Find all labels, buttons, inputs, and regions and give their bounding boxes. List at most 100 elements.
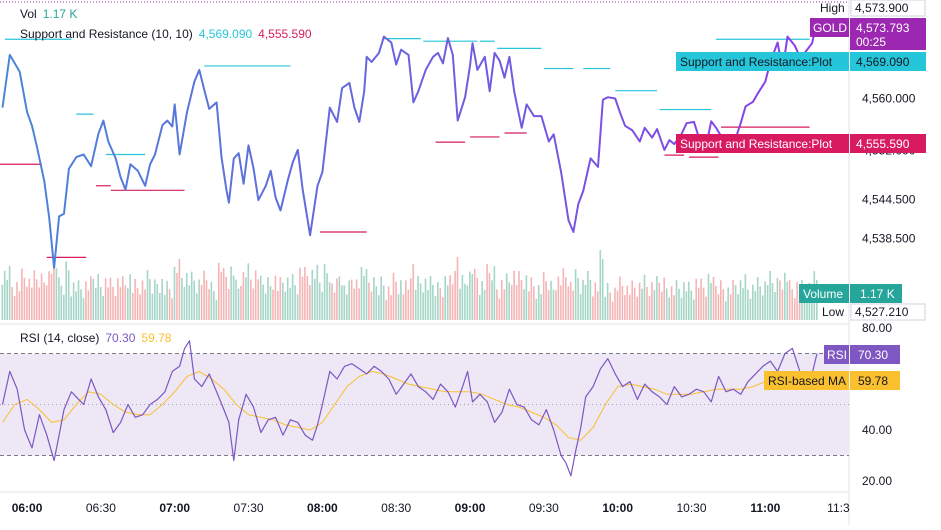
volume-bar xyxy=(70,296,72,320)
volume-bar xyxy=(48,271,50,320)
volume-bar xyxy=(668,297,670,320)
volume-bar xyxy=(171,298,173,320)
volume-bar xyxy=(523,289,525,320)
volume-bar xyxy=(107,287,109,320)
time-tick-label: 06:30 xyxy=(86,501,116,515)
rsi-legend[interactable]: RSI (14, close) 70.30 59.78 xyxy=(20,331,177,345)
volume-bar xyxy=(193,280,195,320)
volume-bar xyxy=(141,280,144,320)
volume-bar xyxy=(173,266,176,320)
volume-bar xyxy=(749,298,752,320)
sr-legend-value-2: 4,555.590 xyxy=(258,27,312,41)
volume-bar xyxy=(705,296,707,320)
volume-bar xyxy=(124,285,127,320)
volume-bar xyxy=(771,283,774,320)
support-resistance-legend[interactable]: Support and Resistance (10, 10) 4,569.090… xyxy=(20,27,318,41)
volume-bar xyxy=(486,264,488,320)
volume-bar xyxy=(200,284,203,320)
volume-bar xyxy=(597,291,599,320)
volume-bar xyxy=(707,273,710,320)
volume-bar xyxy=(641,288,643,320)
volume-bar xyxy=(513,270,515,320)
volume-bar xyxy=(540,294,542,320)
volume-bar xyxy=(434,296,437,320)
volume-bar xyxy=(90,276,92,320)
volume-bar xyxy=(318,282,321,320)
volume-bar xyxy=(161,279,163,320)
high-tag-bg xyxy=(850,0,926,17)
volume-bar xyxy=(747,289,749,320)
volume-legend[interactable]: Vol 1.17 K xyxy=(20,7,83,21)
volume-bar xyxy=(537,285,540,320)
time-axis-ticks[interactable]: 06:00 06:30 07:00 07:30 08:00 08:30 09:00 09:30… xyxy=(12,501,850,515)
volume-bar xyxy=(296,294,299,320)
volume-bar xyxy=(402,294,405,320)
rsi-tag-bg xyxy=(824,345,849,364)
volume-bar xyxy=(227,289,230,320)
volume-bar xyxy=(156,284,159,320)
last-price-value: 4,573.793 xyxy=(856,21,910,35)
volume-bar xyxy=(456,257,459,320)
volume-bar xyxy=(26,286,28,320)
volume-bar xyxy=(181,278,183,320)
volume-bar xyxy=(11,287,13,320)
volume-bar xyxy=(542,272,545,320)
volume-legend-label: Vol xyxy=(20,7,37,21)
volume-bar xyxy=(375,286,378,320)
volume-bar xyxy=(336,278,338,320)
volume-bars xyxy=(1,250,818,320)
volume-bar xyxy=(269,286,272,320)
price-tick-label: 4,544.500 xyxy=(862,192,916,206)
time-tick-label: 11:3 xyxy=(827,501,850,515)
volume-bar xyxy=(63,294,65,320)
sr-legend-value-1: 4,569.090 xyxy=(198,27,253,41)
volume-bar xyxy=(363,275,365,320)
volume-bar xyxy=(245,277,247,320)
volume-bar xyxy=(796,281,798,320)
volume-bar xyxy=(717,294,720,320)
symbol-tag: GOLD xyxy=(813,21,847,35)
volume-bar xyxy=(446,285,449,320)
volume-bar xyxy=(547,290,550,320)
volume-bar xyxy=(259,275,262,320)
volume-bar xyxy=(274,275,277,320)
volume-bar xyxy=(461,274,464,320)
volume-bar xyxy=(350,279,353,320)
volume-bar xyxy=(594,282,597,320)
volume-bar xyxy=(395,281,397,320)
resistance-value-bg xyxy=(850,52,926,71)
volume-bar xyxy=(621,286,624,320)
volume-bar xyxy=(725,301,727,320)
volume-bar xyxy=(242,271,245,320)
volume-bar xyxy=(530,277,533,320)
volume-bar xyxy=(235,279,237,320)
last-price-tag-bg xyxy=(850,18,926,50)
volume-bar xyxy=(360,266,363,320)
volume-tag-label: Volume xyxy=(803,287,843,301)
volume-bar xyxy=(555,290,557,320)
volume-bar xyxy=(648,296,651,320)
volume-bar xyxy=(18,291,21,320)
volume-bar xyxy=(321,291,323,320)
volume-bar xyxy=(533,286,535,320)
volume-bar xyxy=(501,280,503,320)
rsi-legend-value: 70.30 xyxy=(105,331,136,345)
volume-bar xyxy=(781,289,784,320)
volume-bar xyxy=(535,299,538,320)
volume-bar xyxy=(355,279,358,320)
volume-bar xyxy=(16,282,18,320)
rsi-axis-ticks[interactable]: 80.00 40.00 20.00 xyxy=(862,321,892,488)
volume-bar xyxy=(483,290,486,320)
resistance-tag-label: Support and Resistance:Plot xyxy=(680,55,833,69)
volume-bar xyxy=(405,280,407,320)
volume-bar xyxy=(651,282,653,320)
volume-bar xyxy=(35,279,38,320)
volume-bar xyxy=(633,287,636,320)
volume-bar xyxy=(498,298,501,320)
volume-bar xyxy=(13,296,16,320)
volume-bar xyxy=(55,268,58,320)
volume-bar xyxy=(437,282,439,320)
volume-bar xyxy=(606,282,609,320)
